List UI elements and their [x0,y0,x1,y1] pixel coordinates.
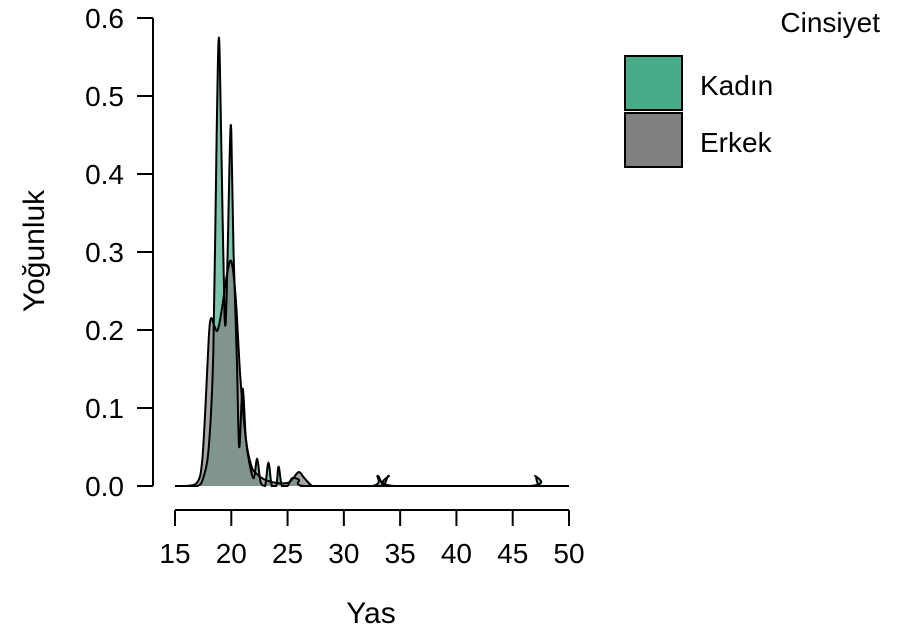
x-tick-label: 15 [159,538,190,569]
x-axis: 15 20 25 30 35 40 45 50 [159,509,585,569]
legend-swatch-kadin [624,55,683,111]
x-tick-label: 50 [553,538,584,569]
legend-item-kadin: Kadın [624,55,773,111]
x-axis-title: Yas [346,597,395,630]
x-tick-label: 35 [385,538,416,569]
x-tick-label: 20 [216,538,247,569]
legend-label-kadin: Kadın [700,70,773,101]
legend-title: Cinsiyet [780,7,880,38]
plot-area [175,36,569,488]
legend-swatch-erkek [624,112,683,168]
x-tick-label: 30 [328,538,359,569]
y-tick-label: 0.5 [85,81,124,112]
y-tick-label: 0.0 [85,471,124,502]
y-axis: 0.0 0.1 0.2 0.3 0.4 0.5 0.6 [85,3,154,502]
y-tick-label: 0.6 [85,3,124,34]
legend-item-erkek: Erkek [624,112,773,168]
y-axis-title: Yoğunluk [18,189,51,312]
y-tick-label: 0.4 [85,159,124,190]
density-area-erkek [175,260,569,486]
density-line-erkek [175,259,569,488]
legend: Cinsiyet Kadın Erkek [624,7,880,168]
x-tick-label: 40 [441,538,472,569]
legend-label-erkek: Erkek [700,127,773,158]
y-tick-label: 0.2 [85,315,124,346]
x-tick-label: 25 [272,538,303,569]
y-tick-label: 0.1 [85,393,124,424]
x-tick-label: 45 [497,538,528,569]
y-tick-label: 0.3 [85,237,124,268]
